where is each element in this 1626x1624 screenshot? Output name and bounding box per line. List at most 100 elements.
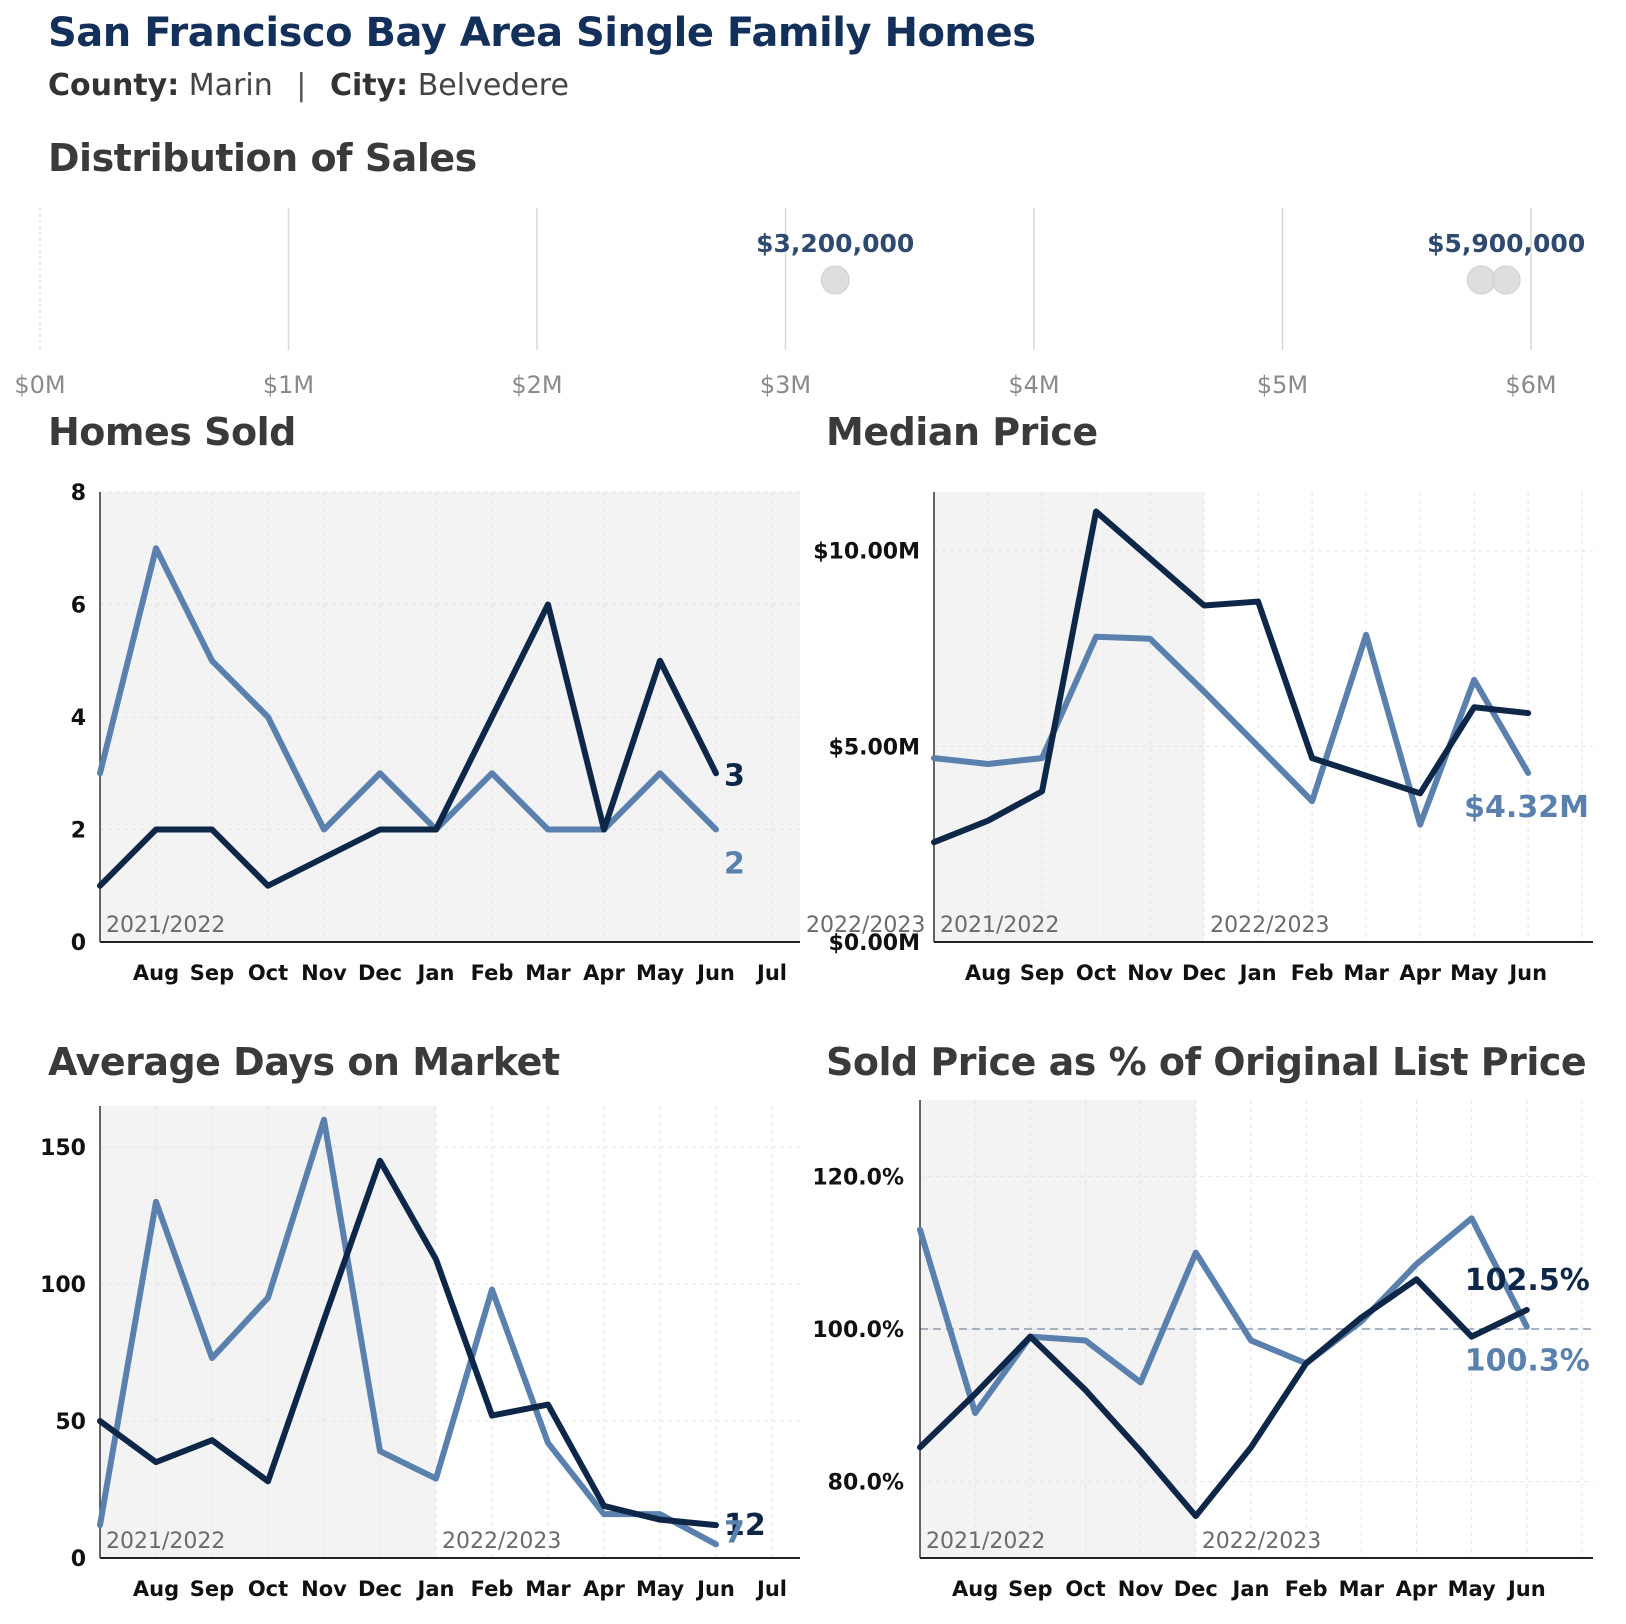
period-label-current: 2022/2023 xyxy=(806,913,925,938)
x-tick-label: Apr xyxy=(1396,1577,1438,1601)
distribution-tick-label: $0M xyxy=(14,371,65,399)
x-tick-label: Dec xyxy=(358,1577,402,1601)
period-label-current: 2022/2023 xyxy=(442,1529,561,1554)
x-tick-label: Mar xyxy=(1339,1577,1385,1601)
x-tick-label: Oct xyxy=(248,961,288,985)
x-tick-label: Nov xyxy=(1127,961,1173,985)
y-tick-label: 80.0% xyxy=(828,1471,904,1496)
city-value: Belvedere xyxy=(417,68,569,103)
days-on-market-title: Average Days on Market xyxy=(48,1040,560,1084)
distribution-title: Distribution of Sales xyxy=(48,136,477,180)
sale-point xyxy=(820,265,850,295)
x-tick-label: Apr xyxy=(583,961,625,985)
y-tick-label: $0.00M xyxy=(829,931,920,956)
x-tick-label: Jul xyxy=(755,961,787,985)
y-tick-label: 0 xyxy=(71,1547,86,1572)
x-tick-label: Mar xyxy=(525,1577,571,1601)
sale-price-label: $5,900,000 xyxy=(1427,229,1585,258)
sale-point xyxy=(1466,265,1496,295)
y-tick-label: $5.00M xyxy=(829,735,920,760)
x-tick-label: Oct xyxy=(248,1577,288,1601)
x-tick-label: Aug xyxy=(133,1577,179,1601)
x-tick-label: Jun xyxy=(695,961,735,985)
x-tick-label: Nov xyxy=(301,961,347,985)
distribution-tick-label: $3M xyxy=(760,371,811,399)
x-tick-label: Sep xyxy=(190,961,234,985)
distribution-tick-label: $1M xyxy=(263,371,314,399)
x-tick-label: Dec xyxy=(358,961,402,985)
x-tick-label: Aug xyxy=(133,961,179,985)
location-filter: County: Marin | City: Belvedere xyxy=(48,68,569,103)
x-tick-label: Jan xyxy=(416,1577,455,1601)
x-tick-label: Jan xyxy=(1238,961,1277,985)
x-tick-label: Jan xyxy=(416,961,455,985)
current-end-label: 12 xyxy=(724,1508,766,1543)
sale-price-label: $3,200,000 xyxy=(756,229,914,258)
x-tick-label: Oct xyxy=(1065,1577,1105,1601)
x-tick-label: Sep xyxy=(190,1577,234,1601)
prior-end-label: 100.3% xyxy=(1465,1344,1590,1379)
y-tick-label: 120.0% xyxy=(812,1165,904,1190)
y-tick-label: 8 xyxy=(71,481,86,506)
period-label-current: 2022/2023 xyxy=(1202,1529,1321,1554)
x-tick-label: Feb xyxy=(471,961,514,985)
page-title: San Francisco Bay Area Single Family Hom… xyxy=(48,10,1036,56)
x-tick-label: Apr xyxy=(1399,961,1441,985)
current-season-line xyxy=(931,508,1532,846)
x-tick-label: Jul xyxy=(755,1577,787,1601)
homes-sold-title: Homes Sold xyxy=(48,410,296,454)
period-label-prior: 2021/2022 xyxy=(106,913,225,938)
period-label-prior: 2021/2022 xyxy=(106,1529,225,1554)
y-tick-label: 100 xyxy=(40,1273,86,1298)
distribution-tick-label: $4M xyxy=(1008,371,1059,399)
distribution-tick-label: $5M xyxy=(1257,371,1308,399)
x-tick-label: Dec xyxy=(1182,961,1226,985)
x-tick-label: Jan xyxy=(1231,1577,1270,1601)
prior-season-line xyxy=(97,545,719,833)
current-end-label: 102.5% xyxy=(1465,1263,1590,1298)
x-tick-label: Mar xyxy=(525,961,571,985)
y-tick-label: 0 xyxy=(71,931,86,956)
current-season-line xyxy=(917,1276,1530,1520)
current-season-line xyxy=(97,1157,719,1529)
y-tick-label: $10.00M xyxy=(813,540,920,565)
distribution-tick-label: $6M xyxy=(1505,371,1556,399)
x-tick-label: Oct xyxy=(1076,961,1116,985)
prior-season-line xyxy=(97,1116,719,1548)
sale-point xyxy=(1491,265,1521,295)
median-price-title: Median Price xyxy=(826,410,1098,454)
x-tick-label: Mar xyxy=(1343,961,1389,985)
x-tick-label: May xyxy=(1448,1577,1496,1601)
prior-season-line xyxy=(931,631,1532,828)
y-tick-label: 4 xyxy=(71,706,86,731)
x-tick-label: Aug xyxy=(965,961,1011,985)
sold-pct-list-title: Sold Price as % of Original List Price xyxy=(826,1040,1587,1084)
y-tick-label: 2 xyxy=(71,819,86,844)
x-tick-label: Feb xyxy=(1291,961,1334,985)
prior-end-label: 7 xyxy=(724,1515,745,1550)
x-tick-label: Feb xyxy=(1285,1577,1328,1601)
current-end-label: 3 xyxy=(724,758,745,793)
x-tick-label: Nov xyxy=(1118,1577,1164,1601)
county-label: County: xyxy=(48,68,180,103)
x-tick-label: Aug xyxy=(952,1577,998,1601)
x-tick-label: May xyxy=(636,1577,684,1601)
x-tick-label: Sep xyxy=(1020,961,1064,985)
x-tick-label: May xyxy=(1450,961,1498,985)
prior-season-shading xyxy=(934,492,1205,942)
filter-separator: | xyxy=(296,68,307,103)
prior-end-label: $4.32M xyxy=(1464,790,1589,825)
prior-season-shading xyxy=(100,492,800,942)
y-tick-label: 150 xyxy=(40,1136,86,1161)
x-tick-label: Jun xyxy=(695,1577,735,1601)
prior-end-label: 2 xyxy=(724,847,745,882)
x-tick-label: Jun xyxy=(1506,1577,1546,1601)
x-tick-label: Feb xyxy=(471,1577,514,1601)
period-label-current: 2022/2023 xyxy=(1210,913,1329,938)
x-tick-label: Jun xyxy=(1507,961,1547,985)
county-value: Marin xyxy=(188,68,273,103)
x-tick-label: May xyxy=(636,961,684,985)
x-tick-label: Nov xyxy=(301,1577,347,1601)
x-tick-label: Sep xyxy=(1008,1577,1052,1601)
